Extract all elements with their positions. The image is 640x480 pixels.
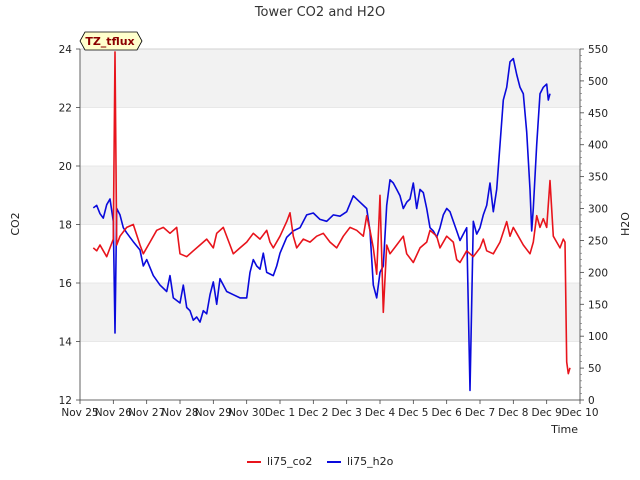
right-tick-label: 50 (588, 363, 601, 375)
legend-label-h2o: li75_h2o (347, 455, 394, 468)
y-axis-label: CO2 (9, 212, 22, 235)
x-tick-label: Dec 5 (398, 407, 428, 419)
right-y-axis: 0 50 100 150 200 250 300 350 400 450 500 550 (579, 44, 608, 407)
x-tick-label: Dec 9 (531, 407, 561, 419)
badge-label: TZ_tflux (85, 35, 134, 48)
x-tick-label: Dec 6 (431, 407, 462, 419)
left-tick-label: 12 (59, 395, 72, 407)
left-y-axis: 12 14 16 18 20 22 24 (59, 44, 81, 407)
right-tick-label: 250 (588, 235, 608, 247)
series-line-li75_h2o (92, 57, 551, 392)
x-tick-label: Dec 10 (561, 407, 598, 419)
annotation-badge: TZ_tflux (79, 31, 143, 51)
y2-axis-label: H2O (619, 212, 632, 236)
x-tick-label: Dec 3 (331, 407, 361, 419)
x-tick-label: Dec 4 (365, 407, 396, 419)
right-tick-label: 500 (588, 76, 608, 88)
right-tick-label: 400 (588, 140, 608, 152)
badge-shape (79, 31, 143, 51)
right-tick-label: 150 (588, 299, 608, 311)
legend: li75_co2 li75_h2o (247, 455, 394, 468)
right-tick-label: 300 (588, 204, 608, 216)
left-tick-label: 22 (59, 103, 72, 115)
right-tick-label: 0 (588, 395, 595, 407)
band-22 (80, 49, 580, 108)
right-tick-label: 200 (588, 267, 608, 279)
right-tick-label: 100 (588, 331, 608, 343)
left-tick-label: 18 (59, 220, 72, 232)
left-tick-label: 14 (59, 337, 73, 349)
x-tick-label: Nov 28 (161, 407, 198, 419)
left-tick-label: 20 (59, 161, 72, 173)
x-tick-label: Dec 7 (465, 407, 495, 419)
x-tick-label: Nov 25 (61, 407, 98, 419)
x-tick-label: Nov 27 (128, 407, 165, 419)
x-tick-label: Nov 30 (228, 407, 265, 419)
right-tick-label: 450 (588, 108, 608, 120)
x-tick-label: Dec 2 (298, 407, 328, 419)
left-tick-label: 24 (59, 44, 73, 56)
right-tick-label: 350 (588, 172, 608, 184)
background-bands (80, 49, 580, 342)
right-tick-label: 550 (588, 44, 608, 56)
band-18 (80, 166, 580, 225)
series-layer (92, 51, 571, 392)
x-tick-label: Nov 26 (95, 407, 133, 419)
left-tick-label: 16 (59, 278, 73, 290)
x-tick-label: Nov 29 (195, 407, 232, 419)
legend-label-co2: li75_co2 (267, 455, 312, 468)
x-axis-label: Time (550, 423, 578, 436)
x-tick-label: Dec 1 (265, 407, 295, 419)
series-line-li75_co2 (92, 51, 571, 375)
chart-title: Tower CO2 and H2O (254, 5, 385, 20)
band-14 (80, 283, 580, 342)
x-tick-label: Dec 8 (498, 407, 528, 419)
